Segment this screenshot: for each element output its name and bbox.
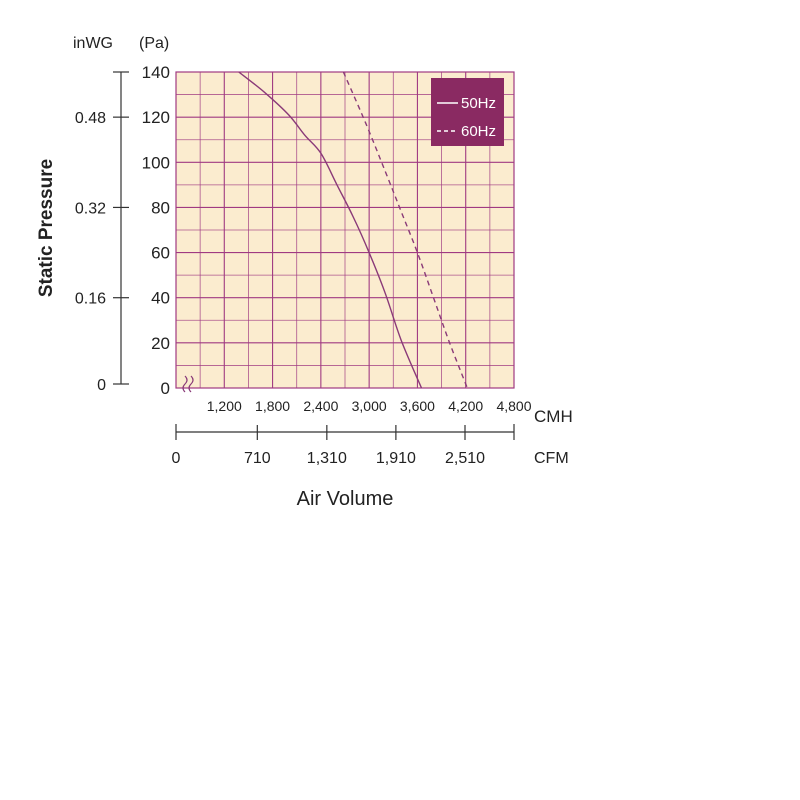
x-tick-label-cfm: 0	[172, 450, 181, 467]
y-unit-right: (Pa)	[139, 35, 169, 52]
y-tick-label-pa: 140	[142, 63, 170, 82]
axis-break-mark	[182, 375, 194, 393]
y-tick-label-pa: 0	[161, 379, 170, 398]
x-tick-label-cfm: 2,510	[445, 450, 485, 467]
y-tick-label-pa: 60	[151, 244, 170, 263]
x-tick-label-cfm: 1,910	[376, 450, 416, 467]
y-tick-label-pa: 80	[151, 198, 170, 217]
y-tick-label-inwg: 0	[97, 377, 106, 394]
y-tick-label-pa: 40	[151, 289, 170, 308]
axes: 0 20 40 60 80 100 120 140 0 0.16 0.32 0.48 1,200 1,80…	[75, 63, 532, 467]
x-unit-cmh: CMH	[534, 407, 573, 426]
series-line-60hz	[342, 71, 468, 389]
series-line-50hz	[238, 71, 423, 389]
y-tick-label-inwg: 0.32	[75, 200, 106, 217]
legend-label-60hz: 60Hz	[461, 123, 496, 140]
x-tick-label-cmh: 4,200	[448, 398, 483, 414]
x-tick-label-cmh: 2,400	[303, 398, 338, 414]
legend-box	[431, 78, 504, 146]
y-axis-title: Static Pressure	[36, 159, 57, 297]
x-tick-label-cmh: 3,000	[352, 398, 387, 414]
x-tick-label-cfm: 1,310	[307, 450, 347, 467]
x-tick-label-cmh: 4,800	[496, 398, 531, 414]
x-tick-label-cmh: 3,600	[400, 398, 435, 414]
x-tick-label-cmh: 1,200	[207, 398, 242, 414]
y-tick-label-pa: 100	[142, 153, 170, 172]
legend-label-50hz: 50Hz	[461, 95, 496, 112]
x-tick-label-cmh: 1,800	[255, 398, 290, 414]
y-tick-label-pa: 20	[151, 334, 170, 353]
y-tick-label-pa: 120	[142, 108, 170, 127]
x-unit-cfm: CFM	[534, 450, 569, 467]
legend: 50Hz 60Hz	[431, 78, 504, 146]
y-tick-label-inwg: 0.16	[75, 291, 106, 308]
x-tick-label-cfm: 710	[244, 450, 271, 467]
y-unit-left: inWG	[73, 35, 113, 52]
y-tick-label-inwg: 0.48	[75, 110, 106, 127]
series-group	[238, 71, 468, 389]
x-axis-title: Air Volume	[297, 488, 394, 510]
